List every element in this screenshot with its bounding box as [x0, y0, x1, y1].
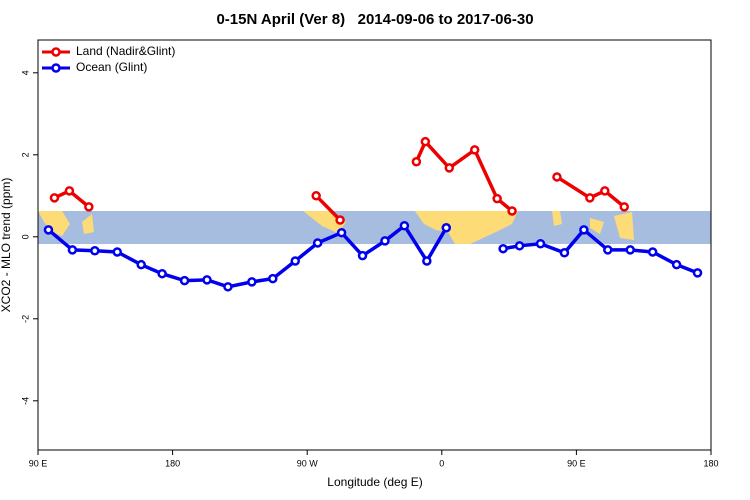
- y-tick-label: -4: [20, 397, 30, 405]
- data-point: [84, 202, 94, 212]
- data-point: [647, 247, 658, 257]
- legend-label: Land (Nadir&Glint): [76, 44, 175, 58]
- data-point: [422, 256, 432, 266]
- data-point: [625, 245, 635, 255]
- y-axis-label: XCO2 - MLO trend (ppm): [0, 178, 13, 313]
- data-point: [136, 259, 146, 270]
- y-tick-label: -2: [20, 315, 30, 323]
- data-point: [420, 136, 431, 147]
- data-point: [603, 245, 613, 255]
- x-tick-label: 90 W: [297, 458, 319, 468]
- x-axis-label: Longitude (deg E): [327, 475, 422, 489]
- data-point: [43, 225, 54, 235]
- data-point: [64, 186, 75, 196]
- legend-marker: [51, 47, 61, 57]
- y-tick-label: 4: [20, 70, 30, 75]
- data-point: [357, 250, 368, 261]
- data-point: [671, 259, 682, 270]
- data-point: [247, 277, 257, 287]
- data-point: [179, 275, 190, 286]
- y-tick-label: 2: [20, 152, 30, 157]
- x-tick-label: 90 E: [567, 458, 586, 468]
- data-point: [514, 241, 525, 251]
- data-point: [202, 275, 212, 285]
- data-point: [619, 202, 630, 212]
- legend-label: Ocean (Glint): [76, 60, 147, 74]
- data-point: [411, 157, 422, 167]
- data-point: [507, 206, 517, 216]
- data-point: [380, 236, 390, 246]
- x-tick-label: 0: [439, 458, 444, 468]
- data-point: [49, 193, 60, 203]
- data-point: [399, 220, 410, 231]
- data-point: [335, 215, 345, 225]
- data-point: [223, 282, 233, 292]
- data-point: [311, 191, 321, 201]
- x-tick-label: 90 E: [29, 458, 48, 468]
- data-point: [559, 248, 570, 258]
- map-band: [38, 211, 711, 244]
- data-point: [692, 268, 703, 278]
- data-point: [492, 193, 502, 204]
- data-point: [585, 193, 595, 203]
- series-line: [502, 227, 699, 275]
- series-line: [556, 175, 626, 209]
- y-tick-label: 0: [20, 234, 30, 239]
- x-tick-label: 180: [703, 458, 718, 468]
- data-point: [112, 247, 123, 257]
- data-point: [312, 238, 323, 248]
- data-point: [444, 163, 455, 173]
- data-point: [67, 245, 78, 255]
- data-point: [90, 245, 100, 256]
- data-point: [290, 256, 300, 266]
- x-tick-label: 180: [165, 458, 180, 468]
- data-point: [336, 227, 347, 238]
- data-point: [157, 268, 167, 279]
- data-point: [469, 145, 480, 155]
- series-line: [314, 194, 342, 222]
- plot-frame: [37, 39, 712, 451]
- data-point: [579, 225, 589, 235]
- data-point: [268, 273, 278, 284]
- data-point: [441, 223, 452, 233]
- data-point: [498, 243, 508, 254]
- chart-title: 0-15N April (Ver 8) 2014-09-06 to 2017-0…: [216, 11, 533, 28]
- data-point: [552, 172, 562, 182]
- legend-marker: [51, 63, 61, 73]
- data-point: [535, 239, 546, 249]
- data-point: [600, 186, 610, 196]
